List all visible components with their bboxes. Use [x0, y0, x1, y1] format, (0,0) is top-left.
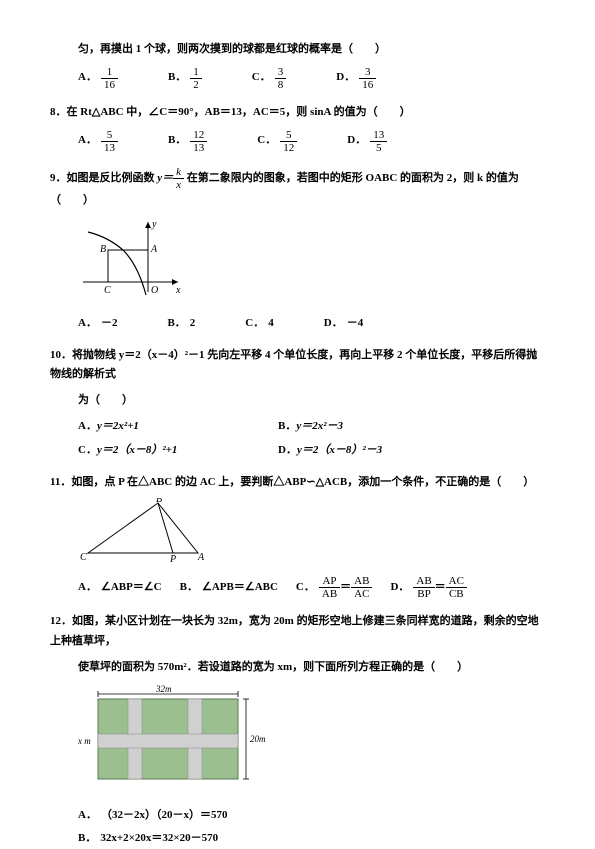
q7-opt-d[interactable]: D．316: [336, 66, 376, 91]
q11-label-a: A: [197, 552, 205, 563]
q7-text: 匀，再摸出 1 个球，则两次摸到的球都是红球的概率是（ ）: [78, 40, 545, 60]
q11-label-b: B: [156, 498, 162, 505]
q12-label-top: 32m: [155, 684, 172, 694]
q9-opt-c[interactable]: C．4: [245, 314, 273, 334]
q9-figure: B A C O x y: [78, 217, 545, 310]
q9-label-y: y: [151, 219, 157, 230]
q9-opt-a[interactable]: A．－2: [78, 314, 117, 334]
q9-label-c: C: [104, 285, 111, 296]
q10-text2: 为（ ）: [78, 391, 545, 411]
q11-label-c: C: [80, 552, 87, 563]
question-9: 9．如图是反比例函数 y＝kx 在第二象限内的图象，若图中的矩形 OABC 的面…: [50, 166, 545, 334]
question-8: 8．在 Rt△ABC 中，∠C＝90°，AB＝13，AC＝5，则 sinA 的值…: [50, 103, 545, 154]
q12-label-left: x m: [78, 736, 91, 746]
q12-opt-a[interactable]: A．（32－2x）（20－x）＝570: [78, 806, 227, 826]
q7-opt-a[interactable]: A．116: [78, 66, 118, 91]
q11-text: 11．如图，点 P 在△ABC 的边 AC 上，要判断△ABP∽△ACB，添加一…: [50, 473, 545, 493]
q11-label-p: P: [169, 554, 176, 563]
q8-options: A．513 B．1213 C．512 D．135: [78, 129, 545, 154]
q9-label-x: x: [175, 285, 181, 296]
q9-opt-b[interactable]: B．2: [167, 314, 195, 334]
q11-opt-a[interactable]: A．∠ABP＝∠C: [78, 575, 162, 600]
q8-text: 8．在 Rt△ABC 中，∠C＝90°，AB＝13，AC＝5，则 sinA 的值…: [50, 103, 545, 123]
q10-text: 10．将抛物线 y＝2（x－4）²－1 先向左平移 4 个单位长度，再向上平移 …: [50, 346, 545, 386]
q11-opt-d[interactable]: D． ABBP＝ACCB: [390, 575, 467, 600]
q10-options: A．y＝2x²+1 B．y＝2x²－3 C．y＝2（x－8）²+1 D．y＝2（…: [78, 417, 545, 461]
q11-figure: B C P A: [78, 498, 545, 571]
question-7-cont: 匀，再摸出 1 个球，则两次摸到的球都是红球的概率是（ ） A．116 B．12…: [50, 40, 545, 91]
q8-opt-a[interactable]: A．513: [78, 129, 118, 154]
q12-text2: 使草坪的面积为 570m²．若设道路的宽为 xm，则下面所列方程正确的是（ ）: [78, 658, 545, 678]
q9-label-a: A: [150, 244, 158, 255]
question-12: 12．如图，某小区计划在一块长为 32m，宽为 20m 的矩形空地上修建三条同样…: [50, 612, 545, 849]
q11-opt-b[interactable]: B．∠APB＝∠ABC: [180, 575, 278, 600]
q9-label-o: O: [151, 285, 158, 296]
q9-label-b: B: [100, 244, 106, 255]
q7-opt-c[interactable]: C．38: [252, 66, 286, 91]
q10-opt-b[interactable]: B．y＝2x²－3: [278, 417, 478, 437]
q9-opt-d[interactable]: D．－4: [324, 314, 363, 334]
q7-opt-b[interactable]: B．12: [168, 66, 202, 91]
q11-opt-c[interactable]: C． APAB＝ABAC: [296, 575, 373, 600]
q10-opt-d[interactable]: D．y＝2（x－8）²－3: [278, 441, 478, 461]
q8-opt-d[interactable]: D．135: [347, 129, 387, 154]
q10-opt-a[interactable]: A．y＝2x²+1: [78, 417, 278, 437]
q11-options: A．∠ABP＝∠C B．∠APB＝∠ABC C． APAB＝ABAC D． AB…: [78, 575, 545, 600]
q8-opt-b[interactable]: B．1213: [168, 129, 207, 154]
q9-options: A．－2 B．2 C．4 D．－4: [78, 314, 545, 334]
q12-options: A．（32－2x）（20－x）＝570 B．32x+2×20x＝32×20－57…: [78, 806, 545, 849]
q12-label-right: 20m: [250, 734, 266, 744]
q12-text: 12．如图，某小区计划在一块长为 32m，宽为 20m 的矩形空地上修建三条同样…: [50, 612, 545, 652]
q9-text-a: 9．如图是反比例函数: [50, 172, 157, 184]
q12-opt-b[interactable]: B．32x+2×20x＝32×20－570: [78, 829, 218, 849]
q8-opt-c[interactable]: C．512: [257, 129, 297, 154]
q9-text: 9．如图是反比例函数 y＝kx 在第二象限内的图象，若图中的矩形 OABC 的面…: [50, 166, 545, 211]
q12-figure: 32m 20m x m: [78, 684, 545, 802]
q10-opt-c[interactable]: C．y＝2（x－8）²+1: [78, 441, 278, 461]
question-11: 11．如图，点 P 在△ABC 的边 AC 上，要判断△ABP∽△ACB，添加一…: [50, 473, 545, 601]
question-10: 10．将抛物线 y＝2（x－4）²－1 先向左平移 4 个单位长度，再向上平移 …: [50, 346, 545, 461]
q7-options: A．116 B．12 C．38 D．316: [78, 66, 545, 91]
